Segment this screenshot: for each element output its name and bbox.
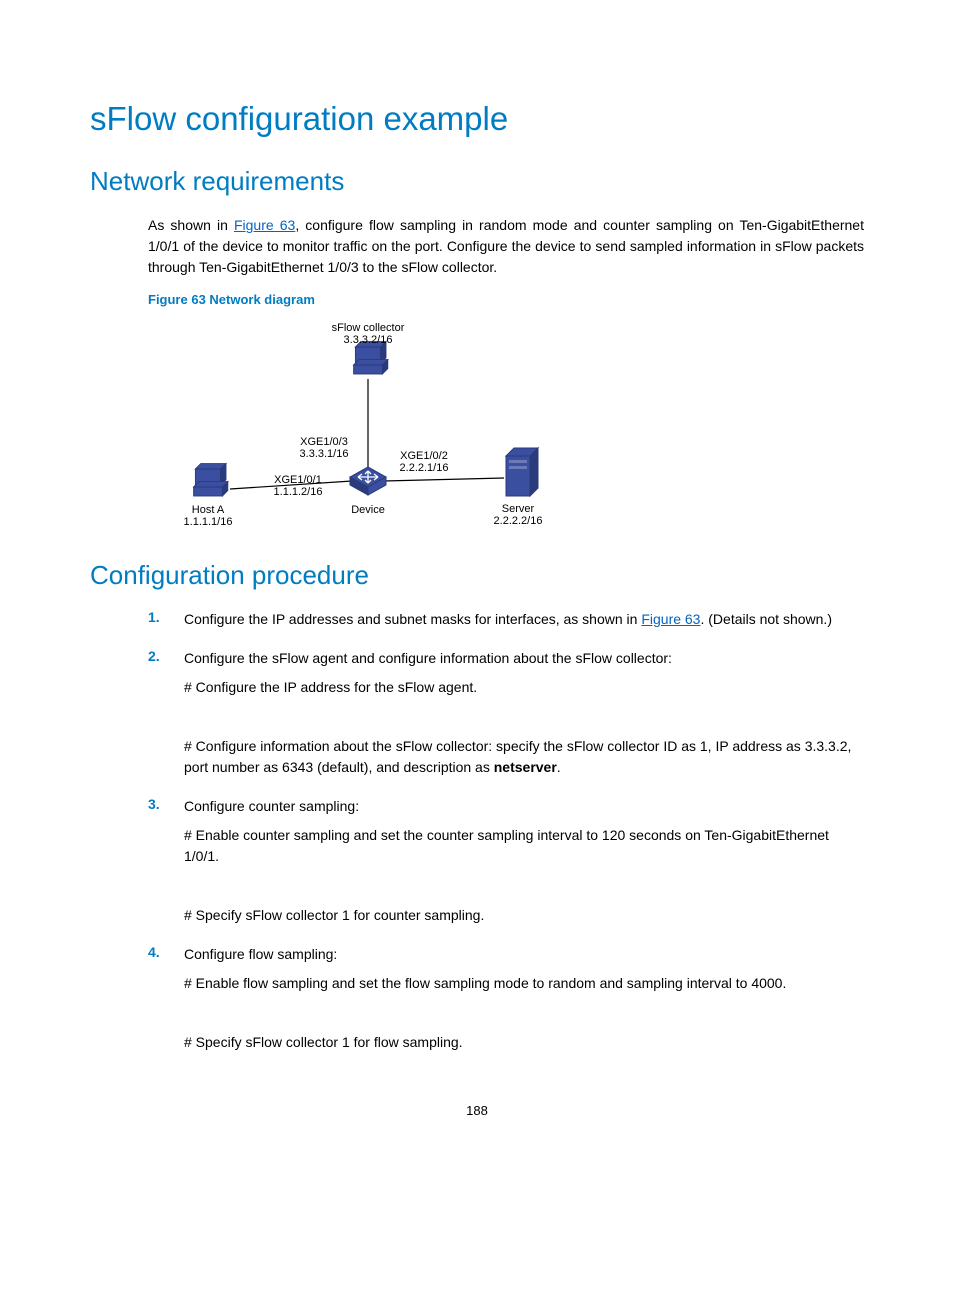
svg-text:1.1.1.1/16: 1.1.1.1/16 [184, 516, 233, 528]
step-number: 2. [148, 648, 160, 664]
intro-paragraph: As shown in Figure 63, configure flow sa… [148, 215, 864, 278]
network-diagram-svg: sFlow collector3.3.3.2/16 XGE1/0/33.3.3.1… [148, 317, 578, 537]
step-line: # Specify sFlow collector 1 for flow sam… [184, 1032, 864, 1053]
page-number: 188 [90, 1103, 864, 1118]
procedure-step: 1. Configure the IP addresses and subnet … [148, 609, 864, 630]
page-title: sFlow configuration example [90, 100, 864, 138]
procedure-steps: 1. Configure the IP addresses and subnet … [148, 609, 864, 1053]
step-line: # Configure the IP address for the sFlow… [184, 677, 864, 698]
step-line: # Configure information about the sFlow … [184, 736, 864, 778]
step-number: 4. [148, 944, 160, 960]
svg-text:3.3.3.2/16: 3.3.3.2/16 [344, 334, 393, 346]
section-heading-configuration-procedure: Configuration procedure [90, 560, 864, 591]
svg-text:Server: Server [502, 503, 535, 515]
svg-text:Device: Device [351, 504, 385, 516]
section-heading-network-requirements: Network requirements [90, 166, 864, 197]
step-line: # Enable flow sampling and set the flow … [184, 973, 864, 994]
svg-text:2.2.2.1/16: 2.2.2.1/16 [400, 462, 449, 474]
step-line: Configure counter sampling: [184, 796, 864, 817]
procedure-step: 4. Configure flow sampling: # Enable flow … [148, 944, 864, 1053]
step-number: 3. [148, 796, 160, 812]
svg-text:2.2.2.2/16: 2.2.2.2/16 [494, 515, 543, 527]
procedure-step: 2. Configure the sFlow agent and configur… [148, 648, 864, 778]
figure-link[interactable]: Figure 63 [234, 217, 295, 233]
step-line: # Enable counter sampling and set the co… [184, 825, 864, 867]
step-line: Configure flow sampling: [184, 944, 864, 965]
figure-link[interactable]: Figure 63 [641, 611, 700, 627]
svg-text:XGE1/0/1: XGE1/0/1 [274, 474, 322, 486]
step-line: # Specify sFlow collector 1 for counter … [184, 905, 864, 926]
step-line: Configure the IP addresses and subnet ma… [184, 609, 864, 630]
svg-text:1.1.1.2/16: 1.1.1.2/16 [274, 486, 323, 498]
step-number: 1. [148, 609, 160, 625]
procedure-step: 3. Configure counter sampling: # Enable co… [148, 796, 864, 926]
svg-text:sFlow collector: sFlow collector [332, 322, 405, 334]
figure-caption: Figure 63 Network diagram [148, 292, 864, 307]
bold-text: netserver [494, 759, 557, 775]
svg-text:XGE1/0/2: XGE1/0/2 [400, 450, 448, 462]
step-line: Configure the sFlow agent and configure … [184, 648, 864, 669]
intro-text-pre: As shown in [148, 217, 234, 233]
network-diagram: sFlow collector3.3.3.2/16 XGE1/0/33.3.3.1… [148, 317, 864, 542]
svg-text:3.3.3.1/16: 3.3.3.1/16 [300, 448, 349, 460]
svg-text:Host A: Host A [192, 504, 225, 516]
svg-text:XGE1/0/3: XGE1/0/3 [300, 436, 348, 448]
